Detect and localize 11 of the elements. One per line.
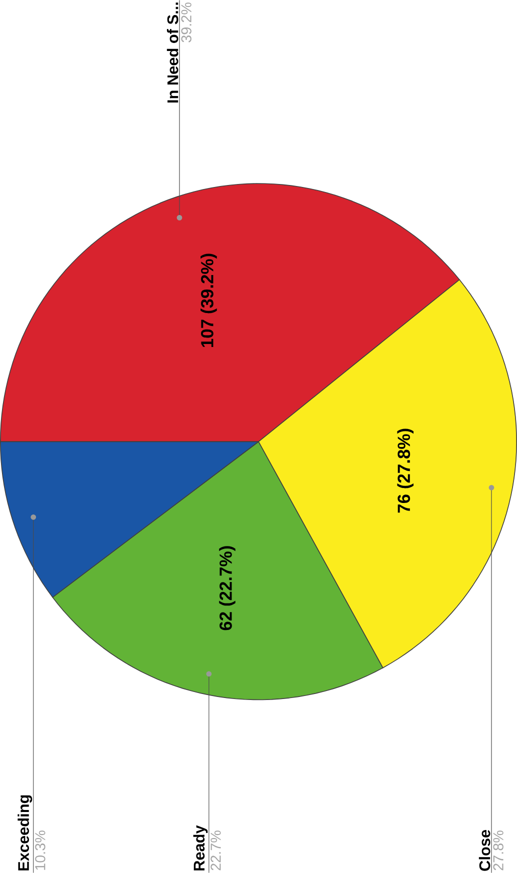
data-label: 39.2% [181,2,192,42]
slice-label: Ready [193,825,208,870]
text: 76 (27.8%) [397,428,414,513]
slice-label: Exceeding [18,795,32,870]
text: 107 (39.2%) [200,254,217,348]
slice-label: In Need of S... [166,2,178,103]
data-label: 10.3% [35,830,46,870]
data-label: 22.7% [210,830,221,870]
data-label: 27.8% [493,830,504,870]
slice-label: Close [478,830,490,871]
text: 62 (22.7%) [219,546,236,630]
